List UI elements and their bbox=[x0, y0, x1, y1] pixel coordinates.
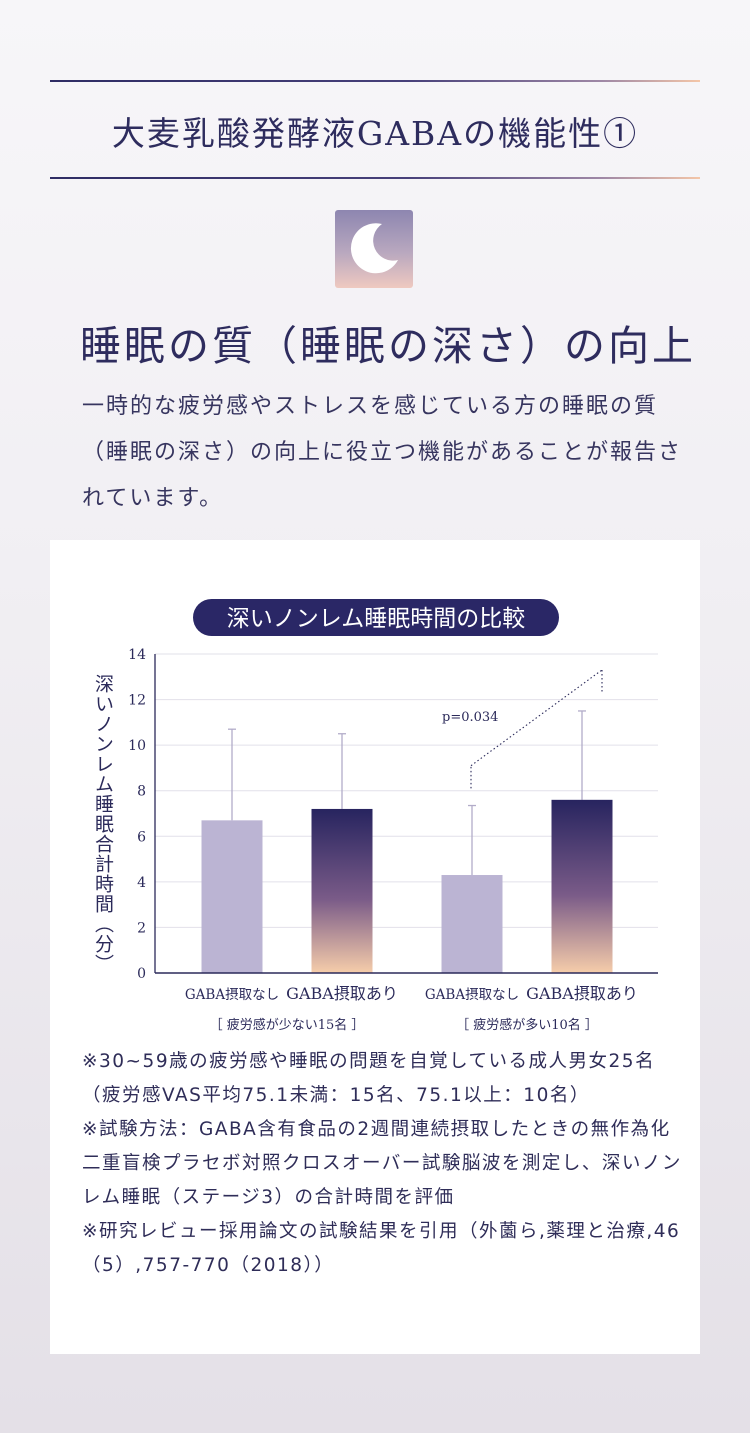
x-group-label: ［ 疲労感が少ない15名 ］ bbox=[210, 1017, 365, 1033]
chart-title: 深いノンレム睡眠時間の比較 bbox=[227, 606, 526, 632]
x-category-label: GABA摂取なし bbox=[425, 987, 519, 1003]
title-block: 大麦乳酸発酵液GABAの機能性① bbox=[50, 80, 700, 180]
x-category-label: GABA摂取あり bbox=[286, 984, 398, 1003]
y-tick-label: 8 bbox=[137, 784, 146, 800]
bar bbox=[311, 808, 373, 973]
y-tick-label: 2 bbox=[137, 920, 146, 936]
footnote: ※30~59歳の疲労感や睡眠の問題を自覚している成人男女25名（疲労感VAS平均… bbox=[82, 1051, 656, 1106]
bar-chart: 深いノンレム睡眠時間の比較 0 2 4 6 8 10 12 14 GABA摂取なし GABA摂取… bbox=[92, 599, 658, 1033]
crescent-moon-icon bbox=[335, 210, 413, 288]
footnote: ※試験方法：GABA含有食品の2週間連続摂取したときの無作為化二重盲検プラセボ対… bbox=[82, 1119, 682, 1208]
x-group-label: ［ 疲労感が多い10名 ］ bbox=[456, 1017, 598, 1033]
y-tick-label: 12 bbox=[128, 693, 146, 709]
chart-title-pill: 深いノンレム睡眠時間の比較 bbox=[193, 599, 559, 636]
y-tick-label: 4 bbox=[137, 875, 146, 891]
y-tick-label: 14 bbox=[128, 647, 146, 663]
bar bbox=[441, 875, 503, 973]
y-axis-label: 深いノンレム睡眠合計時間（分） bbox=[92, 674, 114, 974]
y-tick-label: 0 bbox=[137, 966, 146, 982]
bar bbox=[201, 820, 263, 973]
section-description: 一時的な疲労感やストレスを感じている方の睡眠の質（睡眠の深さ）の向上に役立つ機能… bbox=[82, 394, 683, 511]
bar bbox=[551, 799, 613, 973]
x-category-label: GABA摂取なし bbox=[185, 987, 279, 1003]
page-title: 大麦乳酸発酵液GABAの機能性① bbox=[111, 114, 639, 153]
y-tick-label: 10 bbox=[128, 738, 146, 754]
chart-card: 深いノンレム睡眠時間の比較 0 2 4 6 8 10 12 14 GABA摂取なし GABA摂取… bbox=[50, 540, 700, 1354]
p-value-label: p=0.034 bbox=[442, 710, 498, 725]
footnote: ※研究レビュー採用論文の試験結果を引用（外薗ら,薬理と治療,46（5）,757-… bbox=[82, 1221, 681, 1276]
footnotes: ※30~59歳の疲労感や睡眠の問題を自覚している成人男女25名（疲労感VAS平均… bbox=[82, 1045, 682, 1283]
title-bottom-rule bbox=[50, 177, 700, 179]
significance-line bbox=[470, 669, 603, 767]
y-tick-label: 6 bbox=[137, 829, 146, 845]
title-top-rule bbox=[50, 80, 700, 82]
x-category-label: GABA摂取あり bbox=[526, 984, 638, 1003]
section-subtitle: 睡眠の質（睡眠の深さ）の向上 bbox=[80, 322, 696, 370]
